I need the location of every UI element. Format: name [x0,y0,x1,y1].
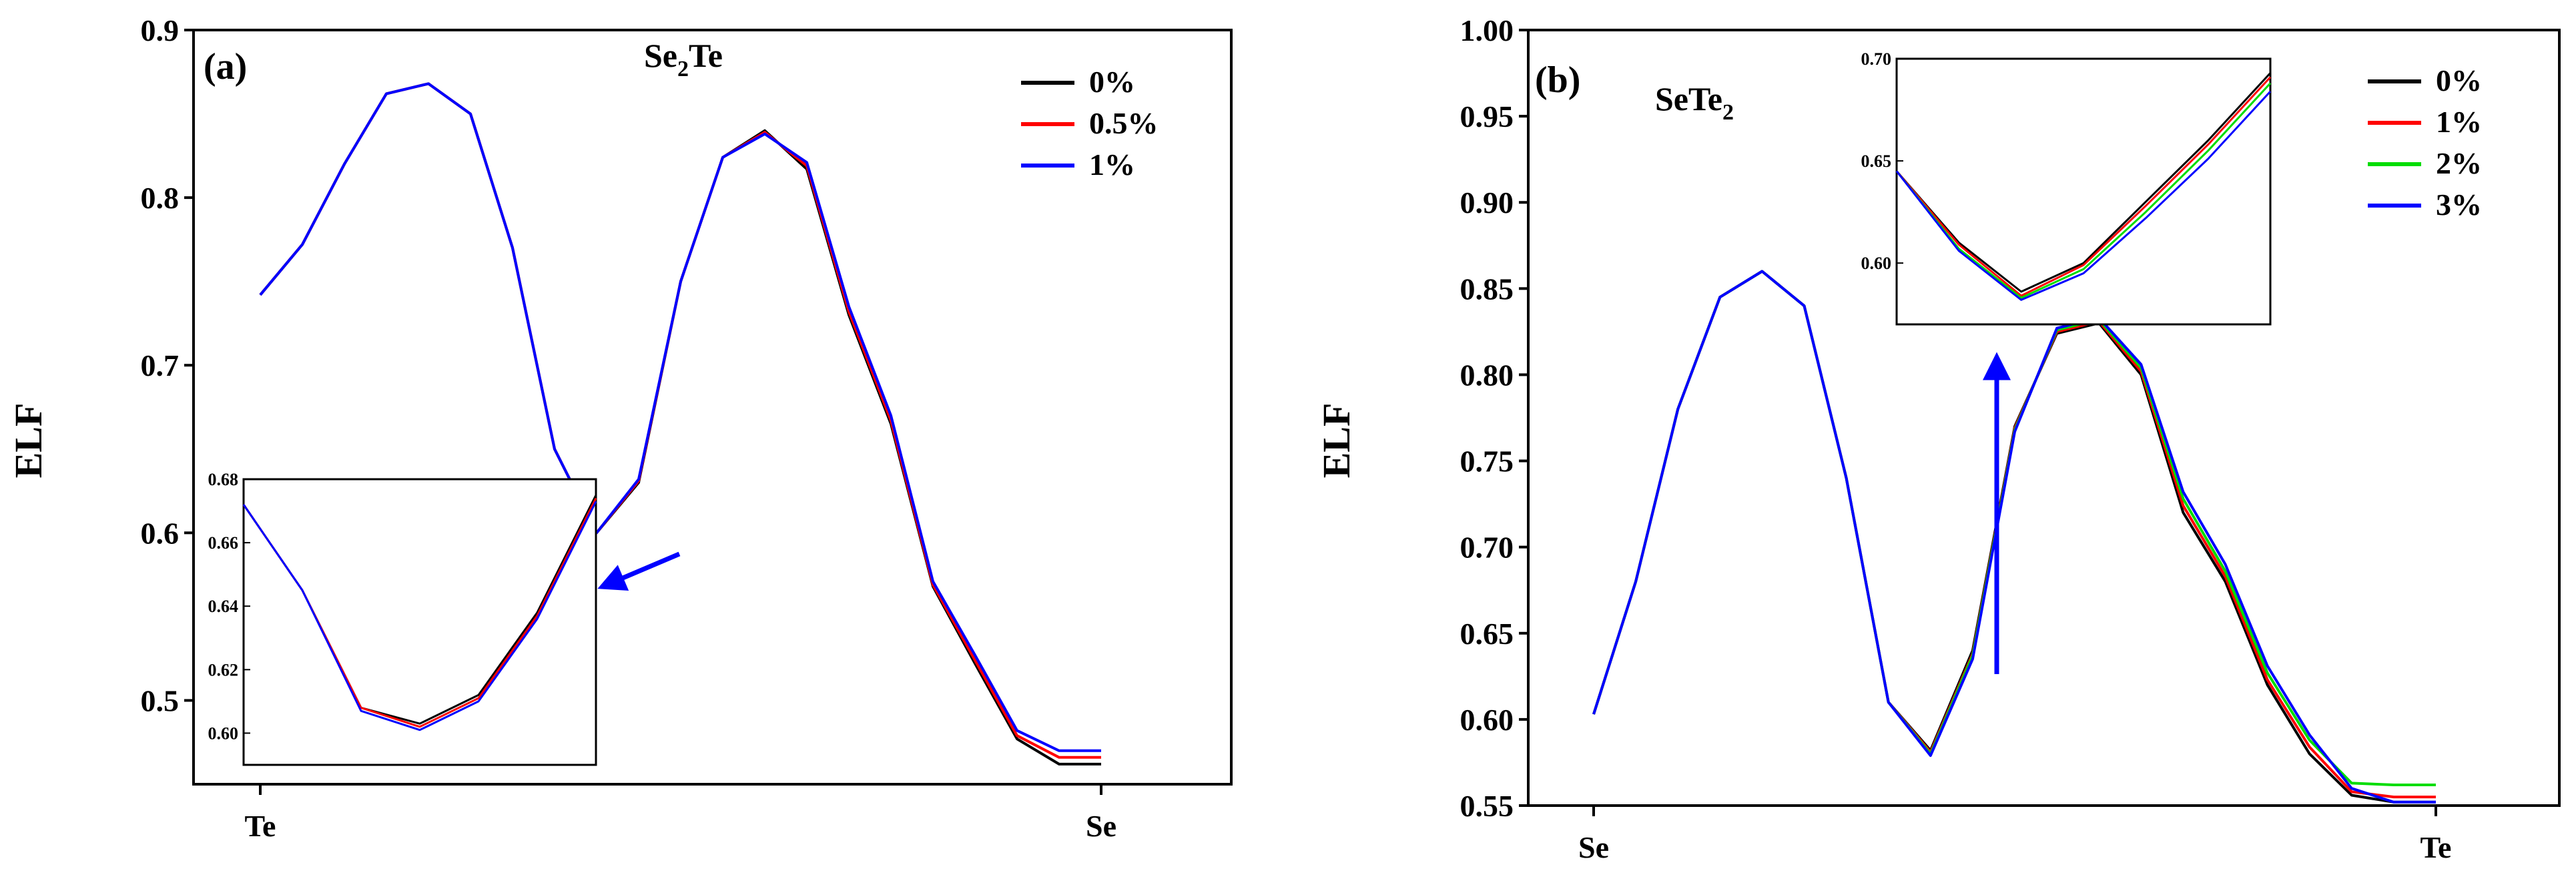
inset-series-line-0pct [1895,72,2272,293]
y-tick-label: 0.55 [1460,789,1514,823]
series-line-1pct [1592,270,2436,799]
y-tick-label: 0.70 [1460,531,1514,565]
panel-label: (b) [1535,59,1580,101]
inset-y-tick-label: 0.70 [1861,49,1892,69]
inset-series-line-1pct [1895,76,2272,297]
y-tick-label: 0.85 [1460,272,1514,306]
chart-title: SeTe2 [1655,80,1734,125]
inset-series-line-3pct [1895,90,2272,301]
legend-label: 0% [2436,63,2482,97]
inset-y-tick-label: 0.64 [208,597,239,616]
y-tick-label: 0.6 [141,516,180,550]
legend-label: 0.5% [1089,106,1159,140]
y-tick-label: 0.95 [1460,99,1514,133]
x-tick-label: Te [245,809,276,843]
legend-label: 2% [2436,146,2482,180]
legend-label: 1% [1089,148,1135,182]
x-tick-label: Te [2421,830,2452,864]
inset-y-tick-label: 0.60 [208,723,239,743]
series-line-2pct [1592,270,2436,786]
x-tick-label: Se [1578,830,1609,864]
series-line-1pct [259,82,1101,752]
inset-frame [242,478,597,766]
series-line-3pct [1592,270,2436,804]
y-tick-label: 0.7 [141,348,180,382]
y-tick-label: 0.8 [141,181,180,215]
y-tick-label: 0.75 [1460,445,1514,479]
legend-label: 3% [2436,188,2482,222]
inset-y-tick-label: 0.60 [1861,254,1892,273]
y-tick-label: 1.00 [1460,13,1514,47]
panel-b: 0.55 0.60 0.65 0.70 0.75 0.80 0.85 0.90 0.95 1.00… [1315,13,2561,864]
y-tick-label: 0.65 [1460,617,1514,651]
arrow-icon [597,551,681,591]
inset-y-tick-label: 0.62 [208,660,239,679]
inset-series-line-2pct [1895,82,2272,299]
title-main: Se [644,37,677,74]
panel-label: (a) [204,46,247,87]
x-tick-label: Se [1086,809,1116,843]
inset-frame [1895,57,2272,326]
inset-y-tick-label: 0.68 [208,470,239,489]
y-tick-label: 0.90 [1460,186,1514,220]
y-axis-label: ELF [1315,403,1358,479]
inset-y-tick-label: 0.66 [208,533,239,553]
inset: 0.60 0.62 0.64 0.66 0.68 [208,470,597,766]
title-tail: Te [689,37,723,74]
legend-label: 0% [1089,65,1135,99]
plot-frame [192,29,1233,786]
chart-title: Se2Te [644,37,723,81]
title-main: SeTe [1655,80,1722,117]
series-line-0pct [1592,270,2436,804]
y-tick-label: 0.80 [1460,358,1514,392]
y-tick-label: 0.9 [141,13,180,47]
y-tick-label: 0.60 [1460,703,1514,737]
legend-label: 1% [2436,105,2482,139]
inset-y-tick-label: 0.65 [1861,152,1892,171]
inset: 0.60 0.65 0.70 [1861,49,2272,326]
title-subscript: 2 [1722,100,1734,125]
plot-frame [1527,29,2561,807]
y-axis-label: ELF [7,403,50,479]
inset-series-line-1pct [242,501,597,731]
title-subscript: 2 [677,57,689,81]
y-tick-label: 0.5 [141,683,180,717]
